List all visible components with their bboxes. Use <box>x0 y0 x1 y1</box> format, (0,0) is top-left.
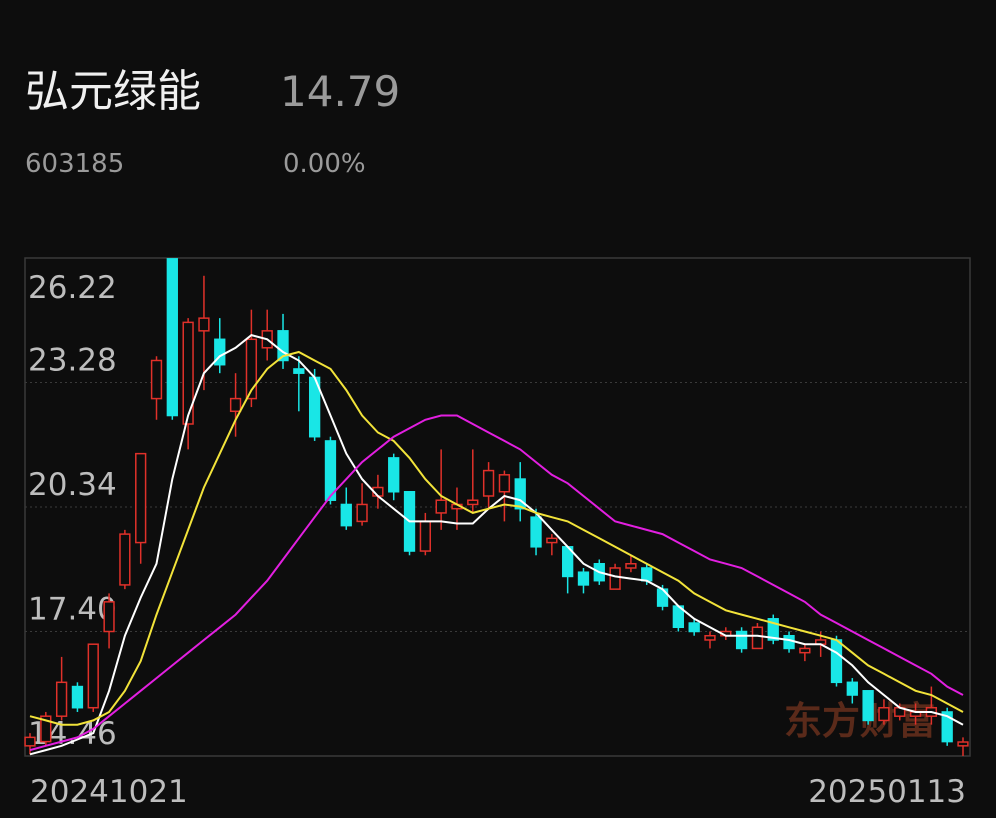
candle-body <box>356 503 368 523</box>
candle-body <box>182 321 194 425</box>
stock-price: 14.79 <box>280 67 400 116</box>
moving-average-line <box>29 414 964 752</box>
candle-body <box>87 643 99 709</box>
candle-body <box>878 706 890 722</box>
candle-body <box>688 622 700 633</box>
candle-body <box>103 601 115 633</box>
candle-body <box>941 711 953 743</box>
candle-body <box>767 618 779 641</box>
candle-body <box>546 537 558 544</box>
candle-body <box>498 474 511 493</box>
candle-body <box>135 452 147 544</box>
candle-body <box>735 630 748 650</box>
candle-body <box>830 639 843 684</box>
candle-body <box>957 741 969 747</box>
y-tick-label: 23.28 <box>28 343 117 379</box>
candle-body <box>625 562 637 569</box>
candle-body <box>340 503 352 527</box>
candle-body <box>609 567 621 590</box>
candle-body <box>229 397 242 413</box>
candle-body <box>530 516 542 548</box>
stock-change: 0.00% <box>283 149 366 179</box>
candle-body <box>119 533 131 586</box>
candle-body <box>846 681 858 696</box>
y-tick-label: 20.34 <box>28 467 117 503</box>
candle-body <box>166 258 178 417</box>
candle-body <box>799 647 811 654</box>
candle-body <box>704 634 716 641</box>
moving-average-line <box>29 350 964 726</box>
candle-body <box>24 736 36 747</box>
candle-body <box>150 359 163 400</box>
candle-body <box>55 681 68 717</box>
candle-body <box>467 499 479 506</box>
candle-body <box>277 330 289 362</box>
candle-body <box>198 317 210 332</box>
candle-body <box>388 457 400 493</box>
stock-name: 弘元绿能 <box>25 66 201 117</box>
y-tick-label: 26.22 <box>28 270 117 306</box>
stock-code: 603185 <box>25 149 124 179</box>
candle-body <box>482 469 495 497</box>
candle-body <box>40 715 52 743</box>
candle-body <box>245 338 258 400</box>
candle-body <box>435 499 447 514</box>
x-tick-label: 20250113 <box>808 774 966 810</box>
candle-body <box>751 626 764 650</box>
candle-body <box>577 571 590 586</box>
watermark: 东方财富 <box>784 699 936 743</box>
candle-body <box>293 368 305 374</box>
candle-body <box>862 690 874 722</box>
candle-body <box>71 685 84 709</box>
candle-body <box>783 634 795 650</box>
candle-body <box>214 338 226 366</box>
candle-body <box>324 440 337 501</box>
candle-body <box>419 520 431 552</box>
y-tick-label: 17.40 <box>28 592 117 628</box>
candle-body <box>514 478 526 510</box>
moving-average-line <box>29 334 964 756</box>
x-tick-label: 20241021 <box>30 774 188 810</box>
candle-body <box>641 567 653 582</box>
